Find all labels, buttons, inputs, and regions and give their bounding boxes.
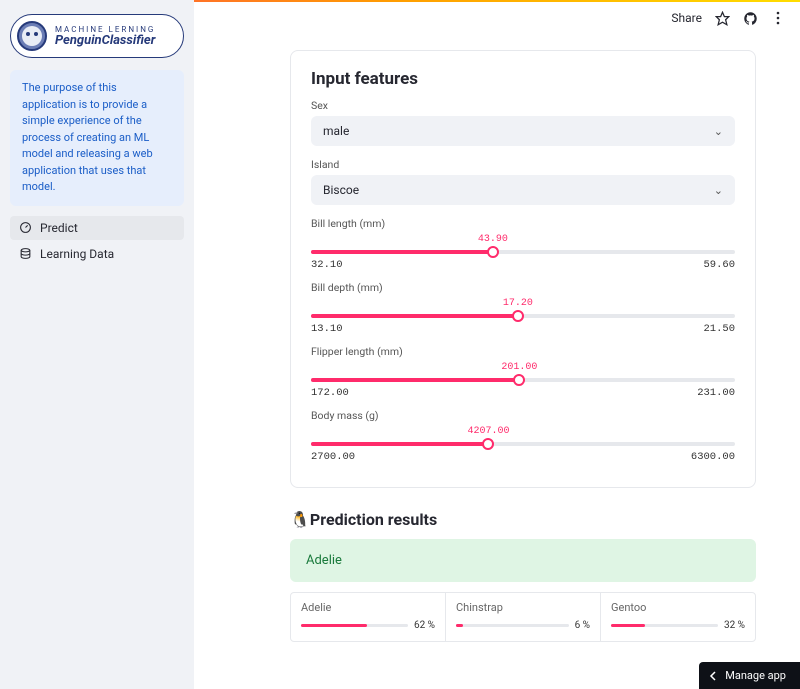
probability-columns: Adelie 62 % Chinstrap 6 % Gentoo 32 % [290, 592, 756, 642]
sidebar-item-learning-data[interactable]: Learning Data [10, 242, 184, 266]
sidebar-item-label: Predict [40, 221, 78, 235]
prob-pct: 32 % [724, 620, 745, 631]
prob-pct: 62 % [414, 620, 435, 631]
slider-bill-length-mm: Bill length (mm) 43.90 32.1059.60 [311, 217, 735, 271]
prob-col-adelie: Adelie 62 % [291, 593, 446, 641]
slider-value: 43.90 [311, 234, 735, 247]
slider-track[interactable] [311, 378, 735, 382]
input-features-title: Input features [311, 69, 735, 89]
slider-body-mass-g: Body mass (g) 4207.00 2700.006300.00 [311, 409, 735, 463]
island-label: Island [311, 158, 735, 171]
sex-select[interactable]: male ⌄ [311, 116, 735, 146]
app-description: The purpose of this application is to pr… [10, 70, 184, 206]
slider-value: 201.00 [311, 362, 735, 375]
input-features-card: Input features Sex male ⌄ Island Biscoe … [290, 50, 756, 488]
app-logo: MACHINE LERNING PenguinClassifier [10, 14, 184, 58]
database-icon [18, 247, 32, 261]
slider-range: 2700.006300.00 [311, 451, 735, 463]
chevron-down-icon: ⌄ [714, 184, 723, 197]
slider-range: 32.1059.60 [311, 259, 735, 271]
slider-thumb[interactable] [512, 310, 524, 322]
slider-label: Body mass (g) [311, 409, 735, 422]
sidebar: MACHINE LERNING PenguinClassifier The pu… [0, 0, 194, 689]
prob-bar [611, 624, 718, 627]
island-value: Biscoe [323, 183, 359, 197]
slider-thumb[interactable] [487, 246, 499, 258]
sex-label: Sex [311, 99, 735, 112]
slider-label: Bill depth (mm) [311, 281, 735, 294]
prob-bar [301, 624, 408, 627]
gauge-icon [18, 221, 32, 235]
prob-label: Chinstrap [456, 601, 590, 614]
slider-range: 172.00231.00 [311, 387, 735, 399]
results-title: 🐧Prediction results [290, 510, 756, 529]
prob-label: Adelie [301, 601, 435, 614]
prob-label: Gentoo [611, 601, 745, 614]
sidebar-nav: Predict Learning Data [10, 216, 184, 266]
penguin-icon [17, 21, 47, 51]
prediction-winner: Adelie [290, 539, 756, 582]
slider-value: 17.20 [311, 298, 735, 311]
chevron-down-icon: ⌄ [714, 125, 723, 138]
slider-value: 4207.00 [311, 426, 735, 439]
slider-thumb[interactable] [513, 374, 525, 386]
prob-bar [456, 624, 569, 627]
sex-value: male [323, 124, 349, 138]
slider-range: 13.1021.50 [311, 323, 735, 335]
slider-flipper-length-mm: Flipper length (mm) 201.00 172.00231.00 [311, 345, 735, 399]
slider-bill-depth-mm: Bill depth (mm) 17.20 13.1021.50 [311, 281, 735, 335]
slider-track[interactable] [311, 314, 735, 318]
prob-col-gentoo: Gentoo 32 % [601, 593, 755, 641]
island-select[interactable]: Biscoe ⌄ [311, 175, 735, 205]
sidebar-item-label: Learning Data [40, 247, 114, 261]
slider-track[interactable] [311, 250, 735, 254]
slider-track[interactable] [311, 442, 735, 446]
manage-app-label: Manage app [725, 669, 786, 682]
main-content: Input features Sex male ⌄ Island Biscoe … [194, 0, 800, 689]
sidebar-item-predict[interactable]: Predict [10, 216, 184, 240]
slider-thumb[interactable] [482, 438, 494, 450]
slider-label: Bill length (mm) [311, 217, 735, 230]
prob-pct: 6 % [575, 620, 590, 631]
logo-title: PenguinClassifier [55, 34, 155, 47]
slider-label: Flipper length (mm) [311, 345, 735, 358]
manage-app-button[interactable]: Manage app [699, 662, 800, 689]
prob-col-chinstrap: Chinstrap 6 % [446, 593, 601, 641]
